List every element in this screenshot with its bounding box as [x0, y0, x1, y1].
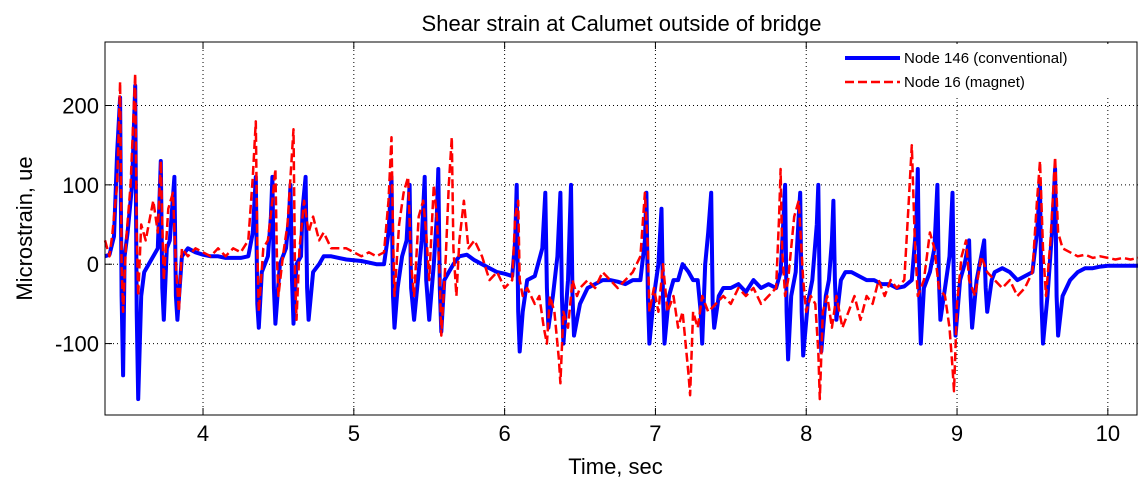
- legend-label-conventional: Node 146 (conventional): [904, 50, 1067, 67]
- x-tick-label: 10: [1096, 421, 1120, 446]
- x-tick-label: 9: [951, 421, 963, 446]
- x-tick-label: 8: [800, 421, 812, 446]
- x-tick-label: 7: [649, 421, 661, 446]
- series-layer: [103, 72, 1138, 402]
- y-tick-label: -100: [55, 332, 99, 357]
- series-line-magnet: [103, 72, 1138, 401]
- y-tick-label: 100: [62, 173, 99, 198]
- x-tick-label: 5: [348, 421, 360, 446]
- legend: Node 146 (conventional) Node 16 (magnet): [841, 44, 1126, 96]
- y-tick-label: 200: [62, 93, 99, 118]
- y-tick-label: 0: [87, 252, 99, 277]
- x-axis-label: Time, sec: [568, 454, 663, 479]
- tick-layer: 4 5 6 7 8 9 10 200 100 0 -100: [55, 42, 1120, 446]
- legend-label-magnet: Node 16 (magnet): [904, 74, 1025, 91]
- y-axis-label: Microstrain, ue: [12, 156, 37, 300]
- series-line-conventional: [104, 83, 1138, 402]
- legend-box: [841, 44, 1126, 96]
- x-tick-label: 6: [499, 421, 511, 446]
- x-tick-label: 4: [197, 421, 209, 446]
- plot-frame: [104, 41, 1138, 416]
- chart-title: Shear strain at Calumet outside of bridg…: [422, 11, 822, 36]
